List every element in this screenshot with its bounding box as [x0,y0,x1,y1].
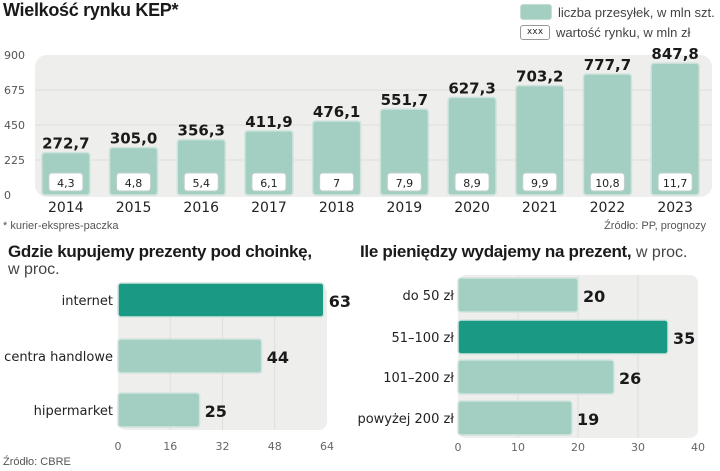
spend-category-label: 51–100 zł [391,331,454,346]
kep-market-value-box [454,172,490,192]
kep-bar-value-label: 272,7 [42,135,89,153]
where-x-tick-label: 64 [320,440,334,453]
where-bar [117,392,201,428]
kep-y-tick-label: 0 [4,189,11,202]
legend-item-market-value: xxx wartość rynku, w mln zł [520,22,715,42]
kep-x-tick-label: 2014 [48,200,84,216]
spend-bar [457,277,579,313]
spend-bar [457,359,615,395]
kep-market-value-box [522,172,558,192]
where-bar-value-label: 63 [329,292,351,311]
legend-label-market-value: wartość rynku, w mln zł [556,24,691,40]
kep-bar-parcels [447,96,497,196]
where-x-tick-label: 32 [216,440,230,453]
gifts-where-heading: Gdzie kupujemy prezenty pod choinkę, w p… [8,242,312,279]
legend-swatch-market-value: xxx [520,24,550,40]
kep-y-tick-label: 450 [4,119,25,132]
kep-market-value-box [48,172,84,192]
kep-legend: liczba przesyłek, w mln szt. xxx wartość… [520,2,715,42]
kep-market-value-label: 9,9 [531,177,549,190]
gifts-where-title: Gdzie kupujemy prezenty pod choinkę, [8,242,312,261]
spend-category-label: 101–200 zł [383,371,454,386]
kep-chart-title: Wielkość rynku KEP* [3,0,179,20]
kep-bar-value-label: 411,9 [245,113,292,131]
where-bar [117,338,263,374]
legend-label-parcels: liczba przesyłek, w mln szt. [558,4,715,20]
spend-x-tick-label: 10 [511,441,525,454]
gifts-where-subtitle: w proc. [8,261,60,278]
where-bar-value-label: 25 [205,402,227,421]
gifts-spend-subtitle: w proc. [635,244,688,261]
kep-market-value-box [183,172,219,192]
kep-x-tick-label: 2015 [116,200,152,216]
where-category-label: hipermarket [34,404,113,419]
where-x-tick-label: 48 [268,440,282,453]
kep-x-tick-label: 2023 [657,200,693,216]
kep-x-tick-label: 2019 [387,200,423,216]
kep-bar-parcels [650,62,700,196]
kep-bar-value-label: 777,7 [584,56,631,74]
kep-market-value-label: 11,7 [663,177,688,190]
where-x-tick-label: 16 [163,440,177,453]
kep-market-value-label: 8,9 [463,177,481,190]
kep-market-value-box [657,172,693,192]
spend-x-tick-label: 20 [571,441,585,454]
spend-category-label: do 50 zł [402,289,454,304]
where-x-tick-label: 0 [115,440,122,453]
gifts-spend-heading: Ile pieniędzy wydajemy na prezent, w pro… [360,242,688,262]
kep-market-value-label: 6,1 [260,177,278,190]
gifts-where-source: Źródło: CBRE [3,456,71,468]
kep-x-tick-label: 2018 [319,200,355,216]
kep-market-value-box [251,172,287,192]
spend-category-label: powyżej 200 zł [357,412,454,427]
kep-bar-value-label: 356,3 [178,122,225,140]
kep-bar-value-label: 627,3 [448,79,495,97]
spend-bar [457,319,669,355]
kep-source: Źródło: PP, prognozy [604,220,706,232]
kep-footnote: * kurier-ekspres-paczka [3,220,119,232]
kep-bar-parcels [515,84,565,196]
kep-y-tick-label: 225 [4,154,25,167]
kep-market-value-box [386,172,422,192]
where-bar-value-label: 44 [267,348,289,367]
gifts-spend-title: Ile pieniędzy wydajemy na prezent, [360,242,632,261]
kep-x-tick-label: 2016 [183,200,219,216]
kep-x-tick-label: 2022 [590,200,626,216]
kep-y-tick-label: 900 [4,49,25,62]
kep-bar-value-label: 476,1 [313,103,360,121]
kep-bar-parcels [582,73,633,196]
kep-market-value-box [319,172,355,192]
kep-market-value-label: 4,3 [57,177,75,190]
spend-bar-value-label: 35 [673,329,695,348]
spend-x-tick-label: 30 [631,441,645,454]
spend-x-tick-label: 0 [455,441,462,454]
kep-market-value-label: 7 [333,177,340,190]
where-bar [117,282,325,318]
kep-bar-value-label: 703,2 [516,68,563,86]
where-category-label: internet [62,294,113,309]
kep-market-value-label: 4,8 [125,177,143,190]
where-category-label: centra handlowe [4,350,113,365]
kep-bar-value-label: 847,8 [651,45,698,63]
spend-x-tick-label: 40 [691,441,705,454]
kep-bar-value-label: 305,0 [110,130,157,148]
kep-market-value-box [116,172,152,192]
spend-bar-value-label: 20 [583,287,605,306]
legend-swatch-parcels [520,4,552,20]
kep-x-tick-label: 2021 [522,200,558,216]
kep-market-value-label: 7,9 [396,177,414,190]
kep-market-value-label: 10,8 [595,177,620,190]
kep-y-tick-label: 675 [4,84,25,97]
kep-x-tick-label: 2020 [454,200,490,216]
legend-item-parcels: liczba przesyłek, w mln szt. [520,2,715,22]
spend-bar [457,400,573,436]
kep-bar-value-label: 551,7 [381,91,428,109]
kep-x-tick-label: 2017 [251,200,287,216]
kep-market-value-label: 5,4 [193,177,211,190]
kep-market-value-box [589,172,625,192]
spend-bar-value-label: 26 [619,369,641,388]
spend-bar-value-label: 19 [577,410,599,429]
